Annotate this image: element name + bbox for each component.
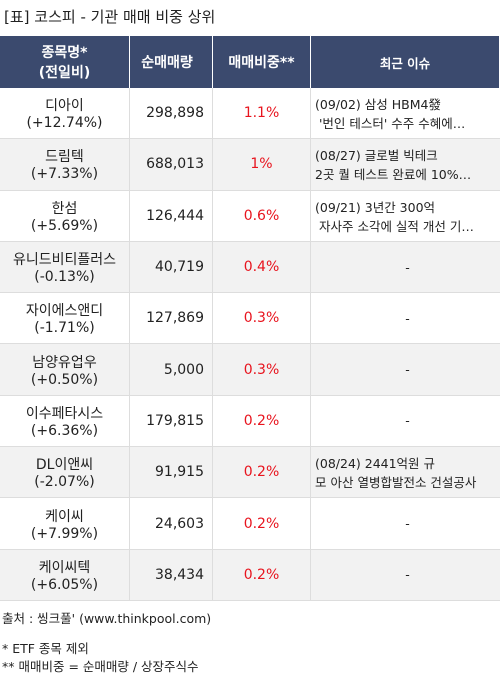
stock-change: (+7.33%) <box>30 166 99 183</box>
name-cell: 디아이 (+12.74%) <box>0 88 130 139</box>
table-row: 한섬 (+5.69%) 126,444 0.6% (09/21) 3년간 300억 자사… <box>0 190 500 242</box>
volume-cell: 38,434 <box>130 549 213 600</box>
issue-cell: (09/21) 3년간 300억 자사주 소각에 실적 개선 기… <box>311 191 500 241</box>
stock-name: DL이앤씨 <box>35 457 94 474</box>
footer-line: 출처 : 씽크풀' (www.thinkpool.com) <box>2 611 212 626</box>
stock-change: (+6.05%) <box>30 576 99 593</box>
issue-line: (09/02) 삼성 HBM4發 <box>315 97 441 113</box>
stock-change: (+6.36%) <box>30 422 99 439</box>
volume-cell: 40,719 <box>130 241 213 293</box>
stock-name: 디아이 <box>45 98 84 115</box>
issue-line: - <box>405 362 410 378</box>
stock-name: 케이씨 <box>45 508 84 525</box>
volume-cell: 298,898 <box>130 88 213 139</box>
issue-line: - <box>405 310 410 326</box>
issue-cell: (08/27) 글로벌 빅테크 2곳 퀄 테스트 완료에 10%… <box>311 139 500 189</box>
stock-change: (+7.99%) <box>30 525 99 542</box>
footer-line: ** 매매비중 = 순매매량 / 상장주식수 <box>2 659 199 674</box>
stock-name: 한섬 <box>51 200 78 217</box>
issue-line: 2곳 퀄 테스트 완료에 10%… <box>315 167 472 183</box>
issue-line: (09/21) 3년간 300억 <box>315 199 436 215</box>
issue-line: (08/27) 글로벌 빅테크 <box>315 148 438 164</box>
name-cell: 자이에스앤디 (-1.71%) <box>0 293 130 344</box>
ratio-cell: 1% <box>213 139 311 190</box>
stock-name: 케이씨텍 <box>38 559 91 576</box>
issue-cell: - <box>311 242 500 292</box>
issue-line: - <box>405 413 410 429</box>
stock-change: (+5.69%) <box>30 217 99 234</box>
ratio-cell: 0.2% <box>213 447 311 498</box>
stock-change: (-1.71%) <box>34 320 95 337</box>
stock-name: 이수페타시스 <box>25 405 104 422</box>
table-row: 케이씨 (+7.99%) 24,603 0.2% - <box>0 498 500 550</box>
issue-cell: - <box>311 293 500 343</box>
name-cell: 케이씨텍 (+6.05%) <box>0 549 130 600</box>
table-row: 디아이 (+12.74%) 298,898 1.1% (09/02) 삼성 HBM4發 … <box>0 88 500 140</box>
stock-change: (-0.13%) <box>34 269 95 286</box>
issue-line: 자사주 소각에 실적 개선 기… <box>315 218 474 234</box>
table: 종목명* (전일비) 순매매량 매매비중** 최근 이슈 디아이 (+12.74%) 298,… <box>0 36 500 601</box>
issue-cell: (09/02) 삼성 HBM4發 '번인 테스터' 수주 수혜에… <box>311 88 500 138</box>
table-row: 이수페타시스 (+6.36%) 179,815 0.2% - <box>0 395 500 448</box>
name-cell: 케이씨 (+7.99%) <box>0 498 130 549</box>
volume-cell: 179,815 <box>130 395 213 447</box>
volume-cell: 5,000 <box>130 344 213 395</box>
issue-cell: - <box>311 344 500 394</box>
volume-cell: 91,915 <box>130 447 213 498</box>
header-row: 종목명* (전일비) 순매매량 매매비중** 최근 이슈 <box>0 36 500 88</box>
issue-cell: - <box>311 396 500 446</box>
issue-line: 모 아산 열병합발전소 건설공사 <box>315 475 477 491</box>
table-row: 드림텍 (+7.33%) 688,013 1% (08/27) 글로벌 빅테크 2곳 퀄 … <box>0 139 500 191</box>
name-cell: 한섬 (+5.69%) <box>0 190 130 241</box>
stock-name: 유니드비티플러스 <box>12 252 117 269</box>
footer-line: * ETF 종목 제외 <box>2 641 89 656</box>
name-cell: 유니드비티플러스 (-0.13%) <box>0 241 130 293</box>
header-cell: 종목명* (전일비) <box>0 36 130 88</box>
issue-line: '번인 테스터' 수주 수혜에… <box>315 116 466 132</box>
header-text: (전일비) <box>38 65 91 81</box>
stock-name: 남양유업우 <box>32 354 97 371</box>
title: [표] 코스피 - 기관 매매 비중 상위 <box>4 8 216 26</box>
issue-cell: - <box>311 550 500 600</box>
stock-name: 자이에스앤디 <box>25 303 104 320</box>
header-cell: 순매매량 <box>130 36 213 88</box>
table-row: 유니드비티플러스 (-0.13%) 40,719 0.4% - <box>0 241 500 294</box>
table-row: 자이에스앤디 (-1.71%) 127,869 0.3% - <box>0 293 500 345</box>
issue-line: - <box>405 567 410 583</box>
ratio-cell: 0.4% <box>213 241 311 293</box>
issue-line: (08/24) 2441억원 규 <box>315 456 436 472</box>
name-cell: 이수페타시스 (+6.36%) <box>0 395 130 447</box>
name-cell: 드림텍 (+7.33%) <box>0 139 130 190</box>
name-cell: DL이앤씨 (-2.07%) <box>0 447 130 498</box>
volume-cell: 688,013 <box>130 139 213 190</box>
issue-line: - <box>405 516 410 532</box>
volume-cell: 127,869 <box>130 293 213 344</box>
ratio-cell: 0.6% <box>213 190 311 241</box>
footer: 출처 : 씽크풀' (www.thinkpool.com) * ETF 종목 제외… <box>2 610 211 676</box>
ratio-cell: 0.2% <box>213 498 311 549</box>
header-cell: 매매비중** <box>213 36 311 88</box>
header-text: 종목명* <box>41 45 88 61</box>
header-cell: 최근 이슈 <box>311 36 500 88</box>
table-row: 케이씨텍 (+6.05%) 38,434 0.2% - <box>0 549 500 601</box>
stock-name: 드림텍 <box>45 149 84 166</box>
ratio-cell: 0.3% <box>213 344 311 395</box>
name-cell: 남양유업우 (+0.50%) <box>0 344 130 395</box>
table-row: 남양유업우 (+0.50%) 5,000 0.3% - <box>0 344 500 396</box>
ratio-cell: 1.1% <box>213 88 311 139</box>
stock-change: (+12.74%) <box>26 115 103 132</box>
issue-line: - <box>405 259 410 275</box>
volume-cell: 24,603 <box>130 498 213 549</box>
issue-cell: - <box>311 498 500 548</box>
stock-change: (-2.07%) <box>34 474 95 491</box>
ratio-cell: 0.2% <box>213 395 311 447</box>
stock-change: (+0.50%) <box>30 371 99 388</box>
ratio-cell: 0.3% <box>213 293 311 344</box>
ratio-cell: 0.2% <box>213 549 311 600</box>
volume-cell: 126,444 <box>130 190 213 241</box>
